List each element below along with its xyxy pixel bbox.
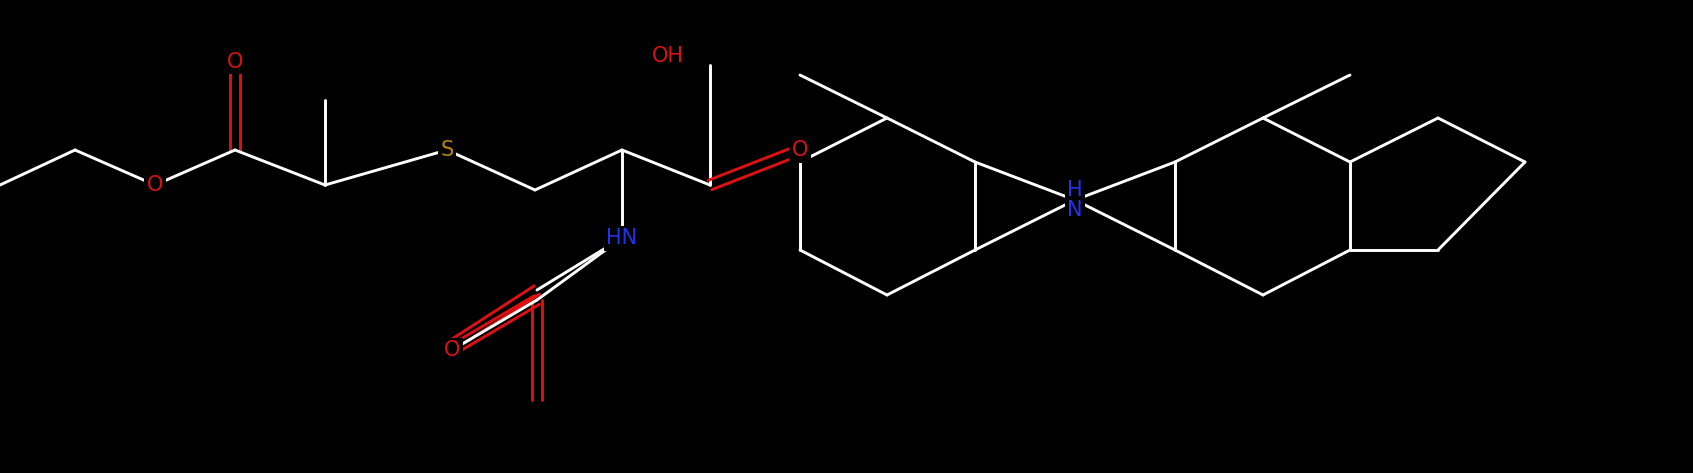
Text: O: O (227, 52, 244, 72)
Text: H
N: H N (1067, 180, 1084, 220)
Text: HN: HN (606, 228, 638, 248)
Text: S: S (440, 140, 454, 160)
Text: O: O (147, 175, 163, 195)
Text: OH: OH (652, 46, 684, 66)
Text: O: O (792, 140, 808, 160)
Text: O: O (444, 340, 460, 360)
